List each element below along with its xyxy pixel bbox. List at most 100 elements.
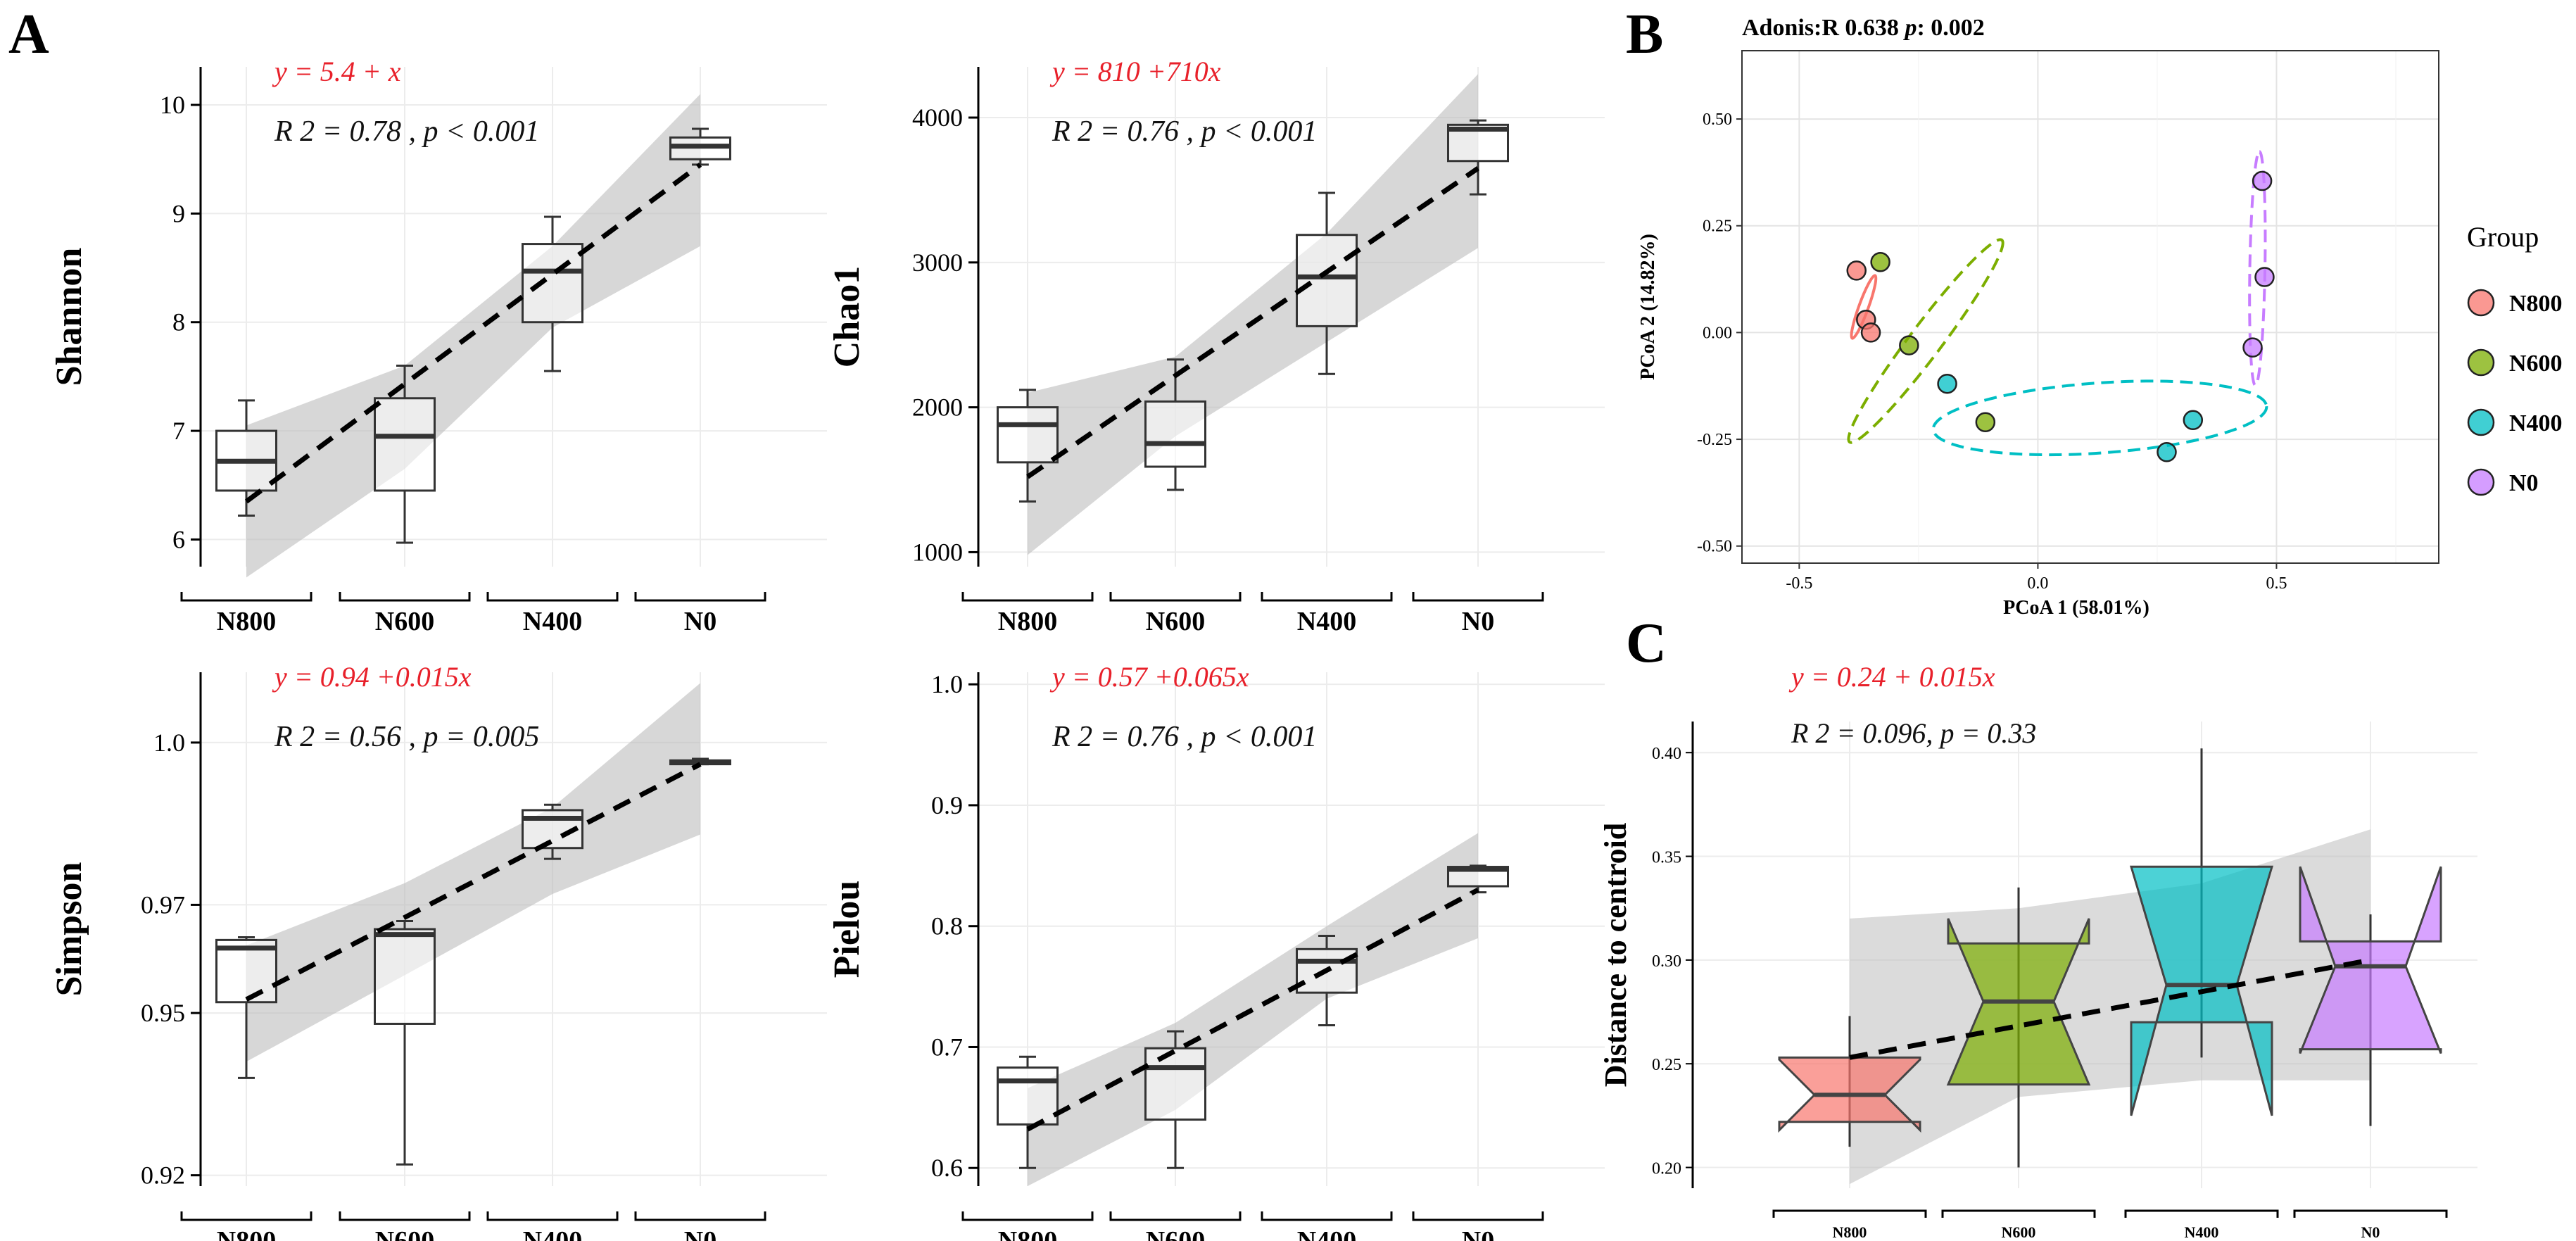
dispersion-boxplot: 0.20 0.25 0.30 0.35 0.40 Distance to centroid… — [1598, 661, 2477, 1241]
legend-label: N0 — [2509, 470, 2539, 496]
box-n600 — [374, 364, 436, 544]
y-tick-label: 0.00 — [1703, 324, 1732, 342]
category-bracket — [486, 1211, 619, 1221]
box-n800 — [215, 399, 277, 517]
box-n400 — [522, 215, 583, 372]
legend-label: N600 — [2509, 351, 2563, 377]
chao1-boxplot: 1000 2000 3000 4000 Chao1 N800 N600 N400 N0 y = 8… — [827, 56, 1605, 636]
adonis-p-value: : 0.002 — [1917, 15, 1984, 41]
y-tick-label: -0.25 — [1697, 431, 1732, 449]
y-tick-label: 2000 — [912, 393, 963, 422]
pielou-boxplot: 0.6 0.7 0.8 0.9 1.0 Pielou N800 N600 N400 N0 y = 0… — [827, 661, 1605, 1241]
confidence-band — [1028, 833, 1478, 1186]
regression-stats: R 2 = 0.56 , p = 0.005 — [274, 721, 539, 753]
category-label: N400 — [1297, 607, 1356, 636]
category-label: N400 — [1297, 1226, 1356, 1241]
notched-box-n800 — [1778, 1016, 1921, 1147]
y-axis-label: Simpson — [49, 862, 89, 997]
y-tick-label: 8 — [172, 308, 185, 336]
y-tick-label: 0.50 — [1703, 111, 1732, 129]
category-bracket — [2293, 1209, 2448, 1218]
regression-line — [244, 163, 702, 504]
y-tick-label: 0.25 — [1652, 1056, 1681, 1074]
point-n800 — [1860, 322, 1881, 343]
legend-key-n600 — [2467, 348, 2495, 377]
category-bracket — [1109, 1211, 1242, 1221]
p-value: , p = 0.005 — [409, 721, 540, 753]
adonis-r: Adonis:R 0.638 — [1742, 15, 1905, 41]
box-n800 — [997, 1055, 1059, 1169]
ellipse-n600 — [1847, 238, 2004, 444]
point-n600 — [1899, 335, 1919, 355]
y-tick-label: 0.7 — [931, 1033, 963, 1061]
box-n0 — [1447, 119, 1509, 196]
p-value: , p < 0.001 — [1187, 721, 1318, 753]
notched-box-n600 — [1946, 887, 2091, 1168]
box-body — [374, 397, 436, 492]
box-body — [522, 243, 583, 324]
legend-label: N400 — [2509, 410, 2563, 436]
r-squared: R 2 = 0.76 — [1052, 721, 1187, 753]
x-tick-label: 0.5 — [2266, 574, 2287, 593]
regression-equation: y = 810 +710x — [1049, 56, 1221, 87]
box-body — [997, 406, 1059, 464]
y-axis-label: Shannon — [49, 248, 89, 386]
y-tick-label: 0.30 — [1652, 952, 1681, 971]
category-label: N800 — [998, 607, 1057, 636]
regression-equation: y = 0.24 + 0.015x — [1788, 661, 1995, 693]
point-n0 — [2254, 267, 2275, 287]
category-bracket — [339, 1211, 471, 1221]
y-axis-label: Chao1 — [827, 266, 867, 367]
confidence-band — [1028, 74, 1478, 555]
y-tick-label: 9 — [172, 199, 185, 227]
category-bracket — [634, 1211, 766, 1221]
category-label: N800 — [998, 1226, 1057, 1241]
box-body — [374, 928, 436, 1025]
regression-stats: R 2 = 0.76 , p < 0.001 — [1052, 721, 1317, 753]
category-bracket — [180, 592, 312, 602]
y-tick-label: 0.8 — [931, 912, 963, 940]
category-bracket — [180, 1211, 312, 1221]
category-label: N600 — [1146, 1226, 1205, 1241]
category-bracket — [1772, 1209, 1927, 1218]
category-label: N0 — [2361, 1223, 2380, 1241]
y-tick-label: 4000 — [912, 103, 963, 132]
confidence-band — [246, 683, 700, 1062]
ellipse-n800 — [1850, 274, 1878, 340]
category-label: N600 — [1146, 607, 1205, 636]
adonis-title: Adonis:R 0.638 p: 0.002 — [1742, 15, 1985, 41]
y-tick-label: 1000 — [912, 538, 963, 566]
pcoa-scatter: -0.5 0.0 0.5 -0.50 -0.25 0.00 0.25 0.50 PCoA 1 (… — [1637, 15, 2563, 619]
box-body — [2299, 866, 2442, 1054]
category-bracket — [1412, 592, 1544, 602]
y-tick-label: 0.95 — [141, 999, 185, 1027]
y-tick-label: 0.25 — [1703, 218, 1732, 236]
category-label: N400 — [523, 607, 582, 636]
ellipse-n400 — [1931, 379, 2268, 457]
box-n600 — [1144, 1030, 1206, 1169]
p-value: p = 0.33 — [1938, 717, 2036, 749]
box-n0 — [1447, 864, 1509, 894]
adonis-p-symbol: p — [1902, 15, 1917, 41]
y-tick-label: 3000 — [912, 248, 963, 277]
category-label: N600 — [375, 607, 434, 636]
category-bracket — [1412, 1211, 1544, 1221]
r-squared: R 2 = 0.096, — [1791, 717, 1940, 749]
y-axis-label: Pielou — [827, 881, 867, 978]
x-axis-label: PCoA 1 (58.01%) — [2003, 597, 2149, 619]
regression-stats: R 2 = 0.096, p = 0.33 — [1791, 717, 2036, 749]
box-body — [1296, 234, 1358, 327]
category-bracket — [2124, 1209, 2279, 1218]
panel-letter-c: C — [1626, 612, 1667, 674]
category-label: N800 — [217, 607, 276, 636]
category-label: N600 — [375, 1226, 434, 1241]
y-tick-label: 0.20 — [1652, 1160, 1681, 1178]
r-squared: R 2 = 0.78 — [274, 115, 409, 148]
y-tick-label: 7 — [172, 417, 185, 445]
category-label: N400 — [523, 1226, 582, 1241]
y-tick-label: 0.9 — [931, 791, 963, 819]
y-axis-label: PCoA 2 (14.82%) — [1637, 234, 1659, 380]
x-tick-label: -0.5 — [1786, 574, 1812, 593]
box-n600 — [374, 919, 436, 1166]
